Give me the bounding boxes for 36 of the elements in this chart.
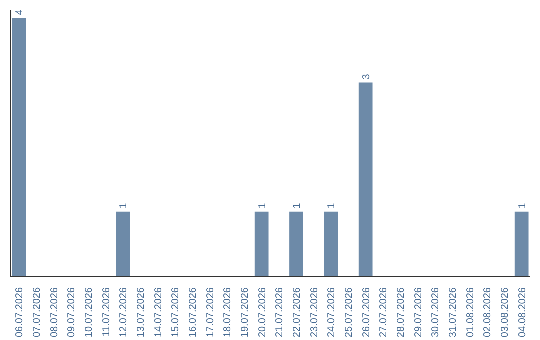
x-tick-label: 07.07.2026	[32, 287, 43, 338]
x-tick-label: 12.07.2026	[118, 287, 130, 338]
x-tick-label: 09.07.2026	[66, 287, 78, 338]
x-tick-label: 16.07.2026	[188, 287, 199, 338]
x-tick-label: 14.07.2026	[153, 287, 164, 338]
x-tick-label: 29.07.2026	[413, 287, 424, 338]
x-tick-label: 10.07.2026	[84, 287, 95, 338]
x-tick-label: 24.07.2026	[326, 287, 338, 338]
x-tick-label: 31.07.2026	[448, 287, 459, 338]
x-tick-label: 15.07.2026	[170, 287, 182, 338]
x-tick-label: 13.07.2026	[136, 287, 147, 338]
data-label: 3	[361, 74, 372, 80]
data-label: 1	[292, 202, 303, 209]
x-tick-label: 02.08.2026	[482, 287, 494, 338]
x-tick-label: 18.07.2026	[222, 287, 234, 338]
x-tick-label: 17.07.2026	[205, 287, 216, 338]
x-tick-label: 20.07.2026	[257, 287, 268, 338]
data-label: 1	[257, 202, 268, 209]
x-tick-label: 19.07.2026	[240, 287, 251, 338]
x-tick-label: 22.07.2026	[292, 287, 303, 338]
x-tick-label: 30.07.2026	[430, 287, 442, 338]
x-tick-label: 27.07.2026	[378, 287, 390, 338]
data-label: 1	[326, 202, 338, 209]
x-tick-label: 23.07.2026	[309, 287, 320, 338]
x-tick-label: 11.07.2026	[101, 287, 112, 337]
x-tick-label: 26.07.2026	[361, 287, 372, 338]
x-tick-label: 06.07.2026	[14, 287, 26, 338]
x-tick-label: 28.07.2026	[396, 287, 407, 338]
x-tick-label: 25.07.2026	[344, 287, 355, 338]
x-tick-label: 21.07.2026	[274, 287, 286, 338]
x-tick-label: 03.08.2026	[500, 287, 511, 338]
x-tick-label: 01.08.2026	[465, 287, 476, 338]
data-label: 1	[517, 202, 528, 209]
x-tick-label: 04.08.2026	[517, 287, 528, 338]
x-tick-label: 08.07.2026	[49, 287, 60, 338]
data-label: 1	[118, 202, 130, 209]
